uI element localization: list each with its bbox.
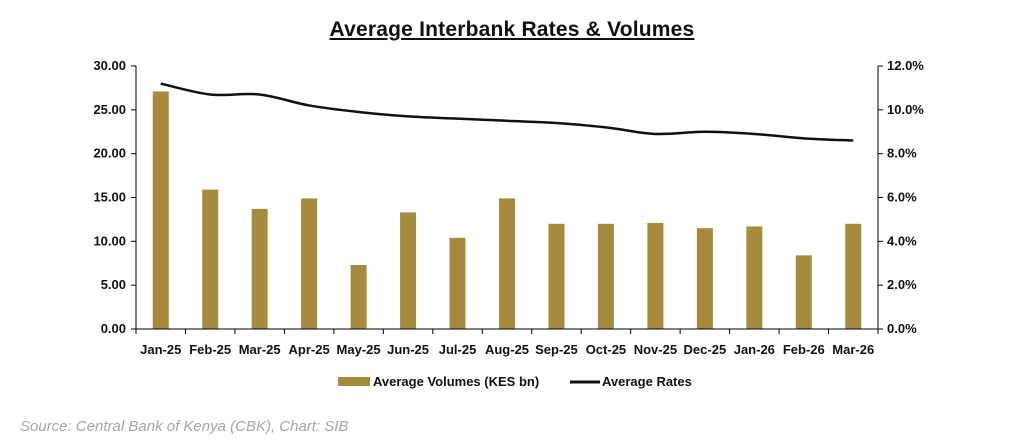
volume-bar-jun-25: [400, 212, 417, 329]
rates-line: [160, 82, 854, 142]
x-tick-label: Jun-25: [387, 342, 429, 357]
volume-bar-sep-25: [548, 223, 565, 329]
volume-bar-jan-26: [746, 226, 763, 329]
left-tick-label: 15.00: [93, 190, 126, 205]
right-tick-label: 4.0%: [887, 233, 917, 248]
volume-bar-apr-25: [301, 198, 318, 329]
x-tick-label: Nov-25: [634, 342, 677, 357]
volume-bar-mar-25: [251, 208, 268, 329]
volume-bar-oct-25: [597, 223, 614, 329]
left-tick-label: 10.00: [93, 233, 126, 248]
right-tick-label: 2.0%: [887, 277, 917, 292]
legend-volumes-swatch: [338, 377, 370, 386]
x-tick-label: Aug-25: [485, 342, 529, 357]
left-tick-label: 0.00: [101, 321, 126, 336]
volume-bar-feb-25: [202, 189, 219, 329]
x-tick-label: Feb-26: [783, 342, 825, 357]
chart-title: Average Interbank Rates & Volumes: [329, 18, 695, 41]
right-tick-label: 12.0%: [887, 58, 924, 73]
source-note: Source: Central Bank of Kenya (CBK), Cha…: [20, 418, 349, 435]
volume-bar-jan-25: [152, 91, 169, 329]
volume-bar-may-25: [350, 265, 367, 329]
volume-bar-aug-25: [499, 198, 515, 329]
volume-bar-mar-26: [845, 223, 862, 329]
right-tick-label: 8.0%: [887, 146, 917, 161]
x-tick-label: Dec-25: [684, 342, 727, 357]
rates-line-layer: [160, 82, 854, 142]
x-tick-label: Mar-26: [832, 342, 874, 357]
right-tick-label: 0.0%: [887, 321, 917, 336]
volume-bar-dec-25: [696, 228, 713, 329]
x-tick-label: Jul-25: [439, 342, 477, 357]
volume-bars: [152, 91, 862, 329]
x-tick-label: Oct-25: [586, 342, 626, 357]
volume-bar-jul-25: [449, 237, 466, 329]
left-tick-label: 20.00: [93, 146, 126, 161]
x-tick-label: Jan-26: [734, 342, 775, 357]
left-tick-label: 30.00: [93, 58, 126, 73]
volume-bar-feb-26: [795, 255, 812, 329]
right-tick-label: 10.0%: [887, 102, 924, 117]
left-tick-label: 25.00: [93, 102, 126, 117]
right-tick-label: 6.0%: [887, 190, 917, 205]
legend-rates-label: Average Rates: [602, 374, 692, 389]
x-tick-label: Sep-25: [535, 342, 578, 357]
left-tick-label: 5.00: [101, 277, 126, 292]
x-tick-label: Feb-25: [189, 342, 231, 357]
axes: 0.00 5.00 10.00 15.00 20.00 25.00 30.00 0.0% 2.0…: [93, 58, 924, 357]
x-tick-label: May-25: [337, 342, 381, 357]
x-tick-label: Apr-25: [289, 342, 330, 357]
x-tick-label: Jan-25: [140, 342, 181, 357]
legend-volumes-label: Average Volumes (KES bn): [373, 374, 539, 389]
x-tick-label: Mar-25: [239, 342, 281, 357]
volume-bar-nov-25: [647, 222, 664, 329]
legend: Average Volumes (KES bn) Average Rates: [338, 374, 692, 389]
